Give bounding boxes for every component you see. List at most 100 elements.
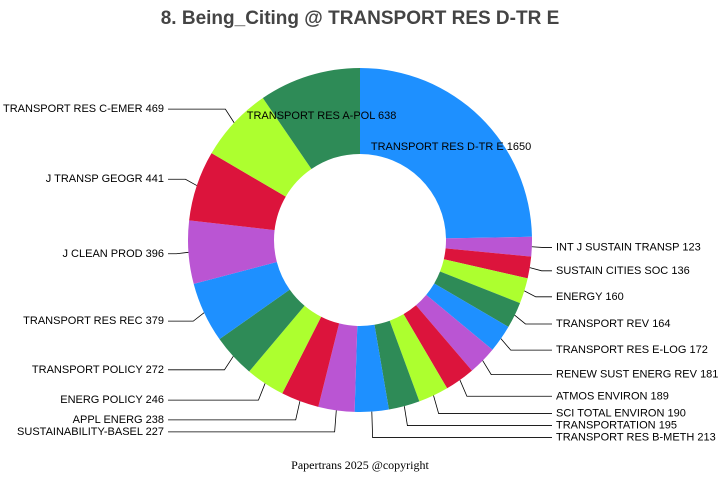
donut-slice [389,314,448,402]
slice-label: TRANSPORT RES B-METH 213 [556,431,716,443]
label-name: TRANSPORT REV [556,318,650,330]
slice-label: TRANSPORT POLICY 272 [32,364,164,376]
donut-slice [426,283,509,350]
donut-slice [403,305,472,389]
label-value: 272 [146,364,164,376]
label-name: SCI TOTAL ENVIRON [556,407,664,419]
slice-label: TRANSPORT RES C-EMER 469 [3,103,164,115]
donut-slice [354,324,389,412]
slice-label: J TRANSP GEOGR 441 [46,173,164,185]
label-value: 379 [146,315,164,327]
slice-label: RENEW SUST ENERG REV 181 [556,369,718,381]
label-name: TRANSPORT RES E-LOG [556,344,686,356]
slice-label: TRANSPORT REV 164 [556,318,671,330]
label-name: TRANSPORT RES D-TR E [371,141,504,153]
label-name: SUSTAIN CITIES SOC [556,265,668,277]
label-value: 246 [146,394,164,406]
footer: Papertrans 2025 @copyright [291,458,429,472]
donut-slice [219,289,305,372]
slice-label: APPL ENERG 238 [73,414,164,426]
leader-line [168,251,189,255]
slice-label: TRANSPORT RES E-LOG 172 [556,344,708,356]
label-name: TRANSPORT POLICY [32,364,144,376]
label-value: 195 [659,419,677,431]
label-name: J CLEAN PROD [63,248,143,260]
slice-label: ATMOS ENVIRON 189 [556,390,669,402]
donut-slice [262,68,360,170]
donut-slice [434,271,521,327]
label-value: 160 [605,291,623,303]
donut-slice [415,294,493,371]
label-value: 1650 [507,141,531,153]
leader-line [168,178,198,186]
label-value: 469 [146,103,164,115]
slice-label: SCI TOTAL ENVIRON 190 [556,407,686,419]
label-name: TRANSPORT RES C-EMER [3,103,143,115]
donut-slice [188,220,277,284]
label-name: RENEW SUST ENERG REV [556,369,698,381]
label-name: TRANSPORT RES REC [23,315,142,327]
donut-slice [318,323,358,412]
slice-label: ENERGY 160 [556,291,624,303]
slice-label: SUSTAINABILITY-BASEL 227 [17,426,164,438]
donut-slice [189,153,286,231]
chart-title: 8. Being_Citing @ TRANSPORT RES D-TR E [161,8,560,29]
label-name: TRANSPORT RES B-METH [556,431,694,443]
label-value: 164 [652,318,670,330]
donut-slice [443,248,532,279]
leader-line [403,406,552,426]
label-value: 238 [146,414,164,426]
leader-line [433,395,552,414]
leader-line [168,383,266,401]
leader-line [168,312,205,322]
label-value: 638 [378,110,396,122]
label-name: TRANSPORTATION [556,419,656,431]
leader-line [531,246,552,248]
label-name: TRANSPORT RES A-POL [247,110,375,122]
label-value: 136 [671,265,689,277]
donut-slice [211,98,312,197]
slice-label: INT J SUSTAIN TRANSP 123 [556,241,701,253]
donut-slice [440,259,528,304]
donut-slice [282,316,340,407]
label-value: 396 [146,248,164,260]
label-name: ENERG POLICY [60,394,143,406]
donut-slice [374,320,420,410]
leader-line [168,401,301,421]
leader-line [524,290,552,298]
label-value: 189 [651,390,669,402]
slice-label: TRANSPORT RES D-TR E 1650 [371,141,531,153]
slice-label: TRANSPORTATION 195 [556,419,677,431]
leader-line [168,108,235,123]
donut-slice [360,68,532,239]
leader-line [482,360,552,375]
label-value: 227 [146,426,164,438]
donut-slice [249,305,322,394]
label-value: 181 [700,369,718,381]
leader-line [529,267,552,272]
leader-line [371,411,552,438]
slice-label: TRANSPORT RES REC 379 [23,315,164,327]
slice-label: TRANSPORT RES A-POL 638 [247,110,397,122]
label-value: 441 [146,173,164,185]
slice-label: J CLEAN PROD 396 [63,248,165,260]
leader-line [168,410,337,433]
leader-line [514,314,552,325]
label-name: APPL ENERG [73,414,143,426]
label-value: 172 [689,344,707,356]
label-name: ENERGY [556,291,603,303]
label-name: INT J SUSTAIN TRANSP [556,241,679,253]
donut-slice [445,236,532,257]
slice-label: ENERG POLICY 246 [60,394,164,406]
leader-line [500,338,552,351]
label-name: ATMOS ENVIRON [556,390,648,402]
leader-line [459,379,552,397]
label-value: 190 [667,407,685,419]
label-name: SUSTAINABILITY-BASEL [17,426,143,438]
label-value: 213 [697,431,715,443]
slice-label: SUSTAIN CITIES SOC 136 [556,265,690,277]
donut-slice [193,261,290,340]
label-value: 123 [682,241,700,253]
leader-line [168,356,234,371]
